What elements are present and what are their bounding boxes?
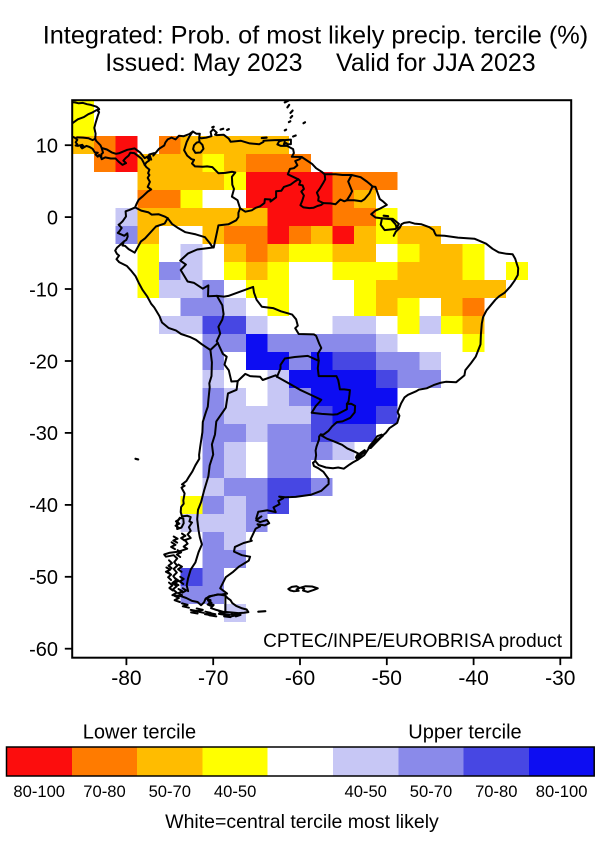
svg-text:-30: -30	[29, 423, 58, 445]
svg-text:-60: -60	[29, 639, 58, 661]
svg-text:-80: -80	[111, 667, 141, 690]
svg-text:-40: -40	[458, 667, 488, 690]
svg-text:50-70: 50-70	[149, 782, 191, 801]
svg-text:-50: -50	[372, 667, 402, 690]
svg-text:40-50: 40-50	[344, 782, 386, 801]
svg-text:80-100: 80-100	[536, 782, 588, 801]
svg-text:50-70: 50-70	[410, 782, 452, 801]
svg-text:70-80: 70-80	[475, 782, 517, 801]
svg-text:0: 0	[47, 207, 58, 229]
svg-text:-30: -30	[545, 667, 575, 690]
svg-text:White=central tercile most lik: White=central tercile most likely	[165, 811, 439, 833]
svg-text:Integrated: Prob. of most like: Integrated: Prob. of most likely precip.…	[43, 21, 589, 49]
svg-text:Issued: May 2023: Issued: May 2023	[105, 49, 302, 77]
svg-text:Valid for JJA 2023: Valid for JJA 2023	[336, 49, 536, 77]
svg-text:70-80: 70-80	[83, 782, 125, 801]
svg-text:Upper tercile: Upper tercile	[408, 722, 521, 744]
svg-text:Lower tercile: Lower tercile	[83, 722, 196, 744]
svg-text:-10: -10	[29, 279, 58, 301]
svg-text:-20: -20	[29, 351, 58, 373]
svg-text:-60: -60	[285, 667, 315, 690]
svg-text:80-100: 80-100	[13, 782, 65, 801]
svg-text:CPTEC/INPE/EUROBRISA product: CPTEC/INPE/EUROBRISA product	[263, 631, 563, 652]
svg-text:-70: -70	[198, 667, 228, 690]
svg-text:40-50: 40-50	[214, 782, 256, 801]
svg-text:-40: -40	[29, 495, 58, 517]
svg-text:-50: -50	[29, 567, 58, 589]
svg-text:10: 10	[36, 136, 58, 158]
